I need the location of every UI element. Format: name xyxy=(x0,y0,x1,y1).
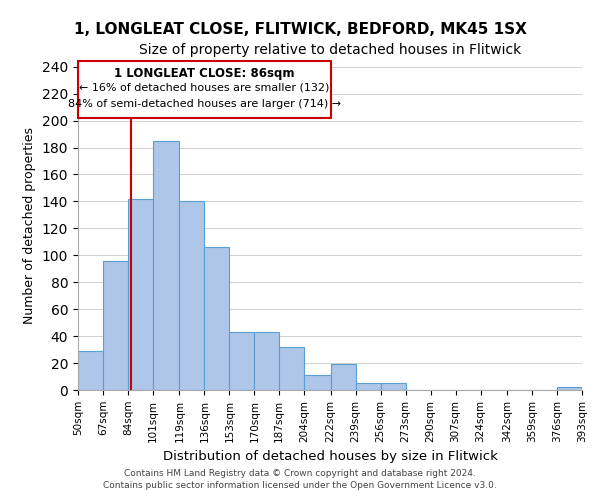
Y-axis label: Number of detached properties: Number of detached properties xyxy=(23,126,36,324)
Bar xyxy=(356,384,380,390)
Bar xyxy=(380,384,406,390)
Bar xyxy=(128,198,153,390)
Text: 1 LONGLEAT CLOSE: 86sqm: 1 LONGLEAT CLOSE: 86sqm xyxy=(114,66,295,80)
Bar xyxy=(557,388,582,390)
Title: Size of property relative to detached houses in Flitwick: Size of property relative to detached ho… xyxy=(139,44,521,58)
FancyBboxPatch shape xyxy=(78,62,331,118)
Bar xyxy=(179,202,205,390)
Text: 1, LONGLEAT CLOSE, FLITWICK, BEDFORD, MK45 1SX: 1, LONGLEAT CLOSE, FLITWICK, BEDFORD, MK… xyxy=(74,22,526,38)
Text: Contains HM Land Registry data © Crown copyright and database right 2024.
Contai: Contains HM Land Registry data © Crown c… xyxy=(103,468,497,490)
Bar xyxy=(254,332,280,390)
X-axis label: Distribution of detached houses by size in Flitwick: Distribution of detached houses by size … xyxy=(163,450,497,463)
Bar xyxy=(103,260,128,390)
Bar xyxy=(280,347,304,390)
Bar xyxy=(229,332,254,390)
Text: ← 16% of detached houses are smaller (132): ← 16% of detached houses are smaller (13… xyxy=(79,83,329,93)
Bar xyxy=(331,364,356,390)
Text: 84% of semi-detached houses are larger (714) →: 84% of semi-detached houses are larger (… xyxy=(68,99,341,109)
Bar xyxy=(78,351,103,390)
Bar xyxy=(205,247,229,390)
Bar xyxy=(304,375,331,390)
Bar xyxy=(153,141,179,390)
